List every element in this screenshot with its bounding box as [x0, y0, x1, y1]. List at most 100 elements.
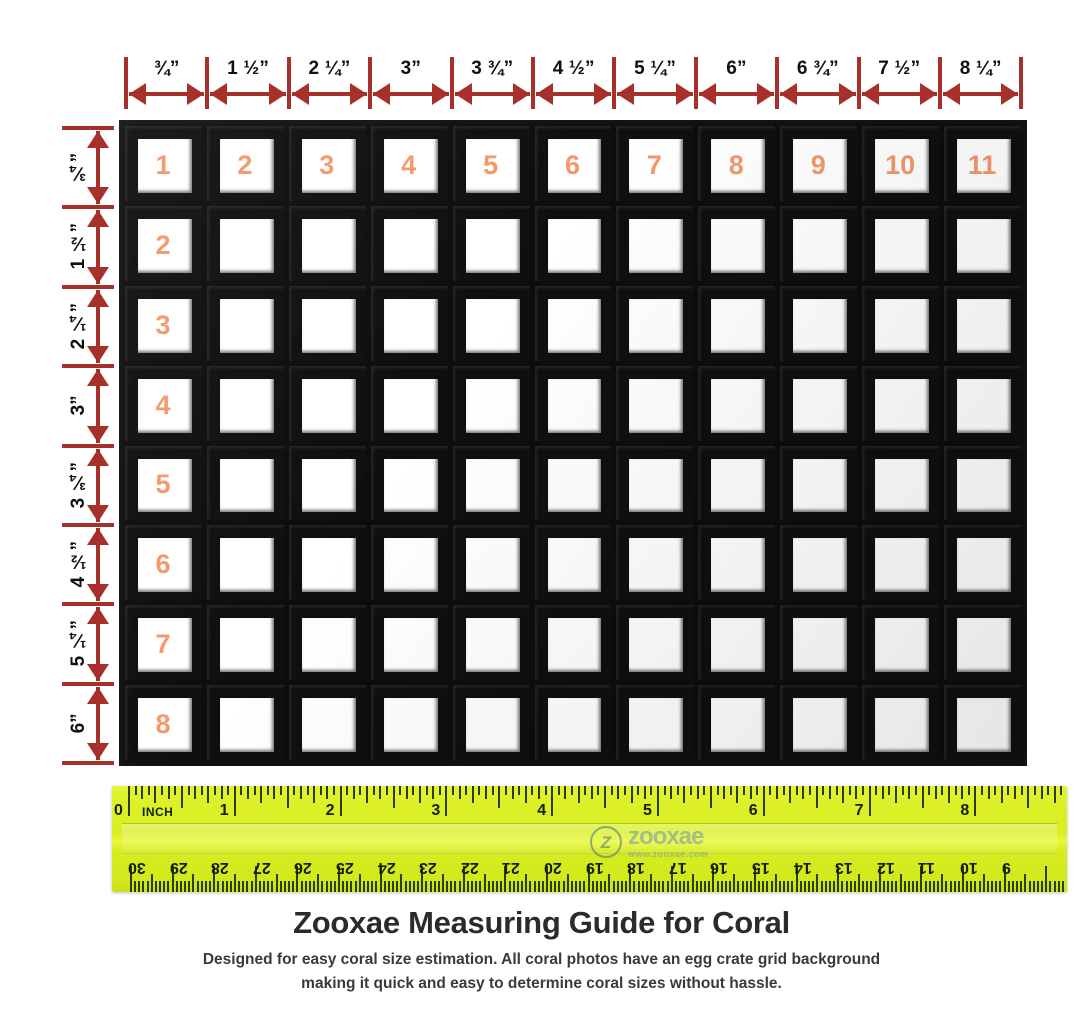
grid-cell-well [793, 458, 848, 513]
ruler-cm-number: 18 [627, 859, 645, 876]
grid-cell-well [793, 298, 848, 353]
grid-cell [862, 205, 940, 281]
ruler-cm-number: 9 [1001, 859, 1011, 876]
ruler-cm-tick [258, 881, 261, 892]
ruler-cm-tick [999, 881, 1002, 892]
ruler-cm-tick [874, 881, 877, 892]
ruler-cm-tick [225, 881, 228, 892]
ruler-cm-tick [808, 881, 811, 892]
grid-cell-well: 3 [301, 139, 356, 193]
ruler-cm-tick [716, 881, 719, 892]
grid-cell-well [711, 378, 766, 433]
ruler-cm-tick [762, 881, 765, 892]
grid-cell-well [547, 618, 602, 673]
ruler-inch-tick [392, 786, 395, 808]
ruler-inch-tick [756, 786, 759, 795]
ruler-cm-tick [729, 881, 732, 892]
grid-cell [862, 525, 940, 601]
ruler-inch-tick [610, 786, 613, 795]
ruler-inch-tick [147, 786, 150, 795]
grid-cell-well: 4 [383, 139, 438, 193]
ruler-cm-number: 29 [169, 859, 188, 876]
grid-cell-well [711, 538, 766, 593]
grid-cell-well [465, 218, 520, 273]
grid-cell-well: 8 [711, 139, 766, 193]
ruler-cm-tick [471, 881, 474, 892]
grid-column-number: 11 [967, 149, 997, 180]
ruler-inch-tick [590, 786, 593, 799]
grid-column-number: 4 [401, 149, 417, 180]
ruler-inch-tick [769, 786, 772, 795]
ruler-cm-tick [466, 881, 469, 892]
ruler-inch-tick [868, 786, 871, 816]
ruler-inch-tick [861, 786, 864, 795]
ruler-cm-tick [200, 881, 203, 892]
top-ruler-tick [1019, 57, 1024, 109]
ruler-cm-tick [870, 881, 873, 892]
grid-cell [780, 685, 858, 760]
ruler-inch-tick [835, 786, 838, 795]
ruler-cm-tick [254, 866, 257, 892]
top-ruler-label: 1 ½” [227, 58, 270, 79]
grid-cell [944, 205, 1021, 281]
zooxae-url-text: www.zooxae.com [628, 849, 709, 859]
grid-cell: 6 [534, 126, 612, 201]
top-ruler-span-arrow [291, 83, 368, 105]
ruler-cm-tick [134, 881, 137, 892]
top-ruler-label: 6 ¾” [796, 58, 839, 79]
ruler-inch-tick [260, 786, 263, 803]
ruler-cm-number: 28 [211, 859, 229, 876]
grid-cell [862, 285, 940, 361]
ruler-inch-tick [180, 786, 183, 808]
ruler-inch-tick [531, 786, 534, 795]
ruler-cm-tick [841, 881, 844, 892]
ruler-inch-tick [696, 786, 699, 799]
grid-column-number: 9 [810, 149, 826, 180]
ruler-inch-tick [1027, 786, 1030, 808]
ruler-inch-tick [723, 786, 726, 799]
grid-column-number: 1 [155, 149, 171, 180]
ruler-cm-number: 24 [377, 859, 396, 876]
grid-column-number: 5 [483, 149, 499, 180]
ruler-inch-tick [683, 786, 686, 803]
ruler-inch-tick [604, 786, 607, 808]
grid-cell [698, 685, 776, 760]
grid-row-number: 7 [155, 629, 171, 660]
ruler-cm-tick [271, 881, 274, 892]
caption-block: Zooxae Measuring Guide for Coral Designe… [0, 905, 1083, 996]
ruler-cm-number: 15 [752, 859, 770, 876]
grid-cell [452, 205, 530, 281]
ruler-cm-tick [737, 881, 740, 892]
grid-cell: 2 [125, 205, 202, 281]
ruler-cm-tick [837, 866, 840, 892]
grid-cell-well [629, 378, 684, 433]
grid-cell: 2 [206, 126, 284, 201]
grid-cell [370, 365, 448, 441]
ruler-inch-tick [299, 786, 302, 799]
page-title: Zooxae Measuring Guide for Coral [293, 905, 790, 940]
ruler-cm-tick [412, 881, 415, 892]
ruler-inch-tick [855, 786, 858, 799]
zooxae-wordmark: zooxae www.zooxae.com [628, 825, 708, 859]
grid-cell-well [465, 298, 520, 353]
ruler-inch-tick [947, 786, 950, 803]
ruler-inch-tick [1000, 786, 1003, 803]
grid-cell-well: 8 [138, 698, 192, 752]
top-ruler-tick [938, 57, 942, 109]
left-ruler-label: 5 ¼” [68, 620, 89, 668]
ruler-cm-number: 10 [960, 859, 978, 876]
top-ruler-label: 5 ¼” [634, 58, 677, 79]
ruler-inch-tick [822, 786, 825, 795]
grid-cell [452, 365, 530, 441]
grid-cell [616, 285, 694, 361]
grid-cell-well: 1 [138, 139, 192, 193]
grid-cell-well [957, 378, 1011, 433]
ruler-inch-tick [194, 786, 197, 799]
left-ruler-tick [62, 284, 114, 289]
ruler-cm-tick [853, 881, 856, 892]
ruler-inch-number: 1 [219, 802, 229, 819]
ruler-inch-number: 0 [114, 802, 123, 819]
zooxae-brand-text: zooxae [628, 823, 704, 850]
ruler-inch-tick [657, 786, 659, 816]
ruler-cm-tick [483, 874, 486, 892]
